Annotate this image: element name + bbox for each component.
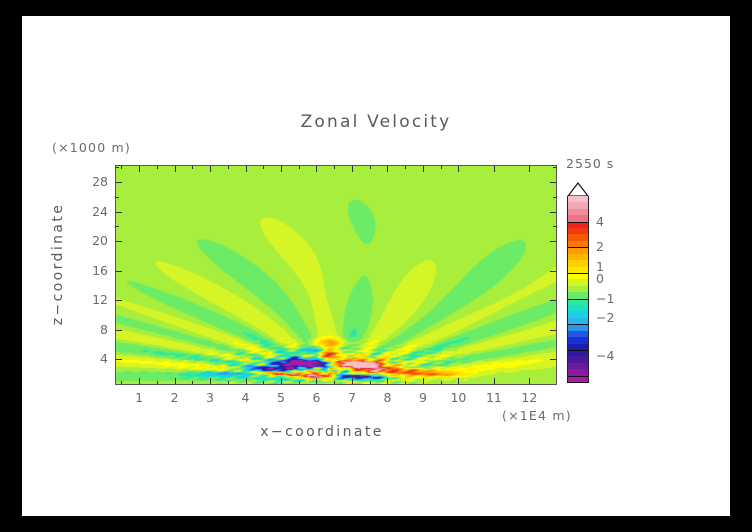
x-tick-label: 12	[521, 390, 538, 405]
colorbar-segment	[567, 234, 589, 242]
y-tick-label: 4	[100, 350, 108, 366]
colorbar-segment	[567, 305, 589, 313]
colorbar-segment	[567, 228, 589, 236]
colorbar-segment	[567, 272, 589, 280]
colorbar-segment	[567, 247, 589, 255]
y-tick-label: 8	[100, 321, 108, 337]
colorbar-label: 0	[596, 271, 604, 287]
colorbar-label: 2	[596, 239, 604, 255]
x-tick-label: 11	[485, 390, 502, 405]
colorbar-segment	[567, 356, 589, 364]
colorbar-segment	[567, 240, 589, 248]
colorbar	[567, 196, 589, 383]
colorbar-label: −2	[596, 309, 615, 325]
colorbar-segment	[567, 343, 589, 351]
y-tick-label: 20	[92, 233, 108, 249]
colorbar-label: −1	[596, 290, 615, 306]
colorbar-segment	[567, 324, 589, 332]
colorbar-segment	[567, 208, 589, 216]
colorbar-segment	[567, 260, 589, 268]
colorbar-segment	[567, 349, 589, 357]
colorbar-segment	[567, 221, 589, 229]
x-axis-unit-label: (×1E4 m)	[502, 408, 572, 423]
y-tick-label: 28	[92, 174, 108, 190]
x-tick-label: 3	[206, 390, 214, 405]
x-tick-label: 4	[241, 390, 250, 405]
x-tick-label: 8	[383, 390, 392, 405]
chart-title: Zonal Velocity	[300, 112, 452, 132]
colorbar-segment	[567, 215, 589, 223]
x-tick-label: 7	[347, 390, 356, 405]
x-axis-title: x−coordinate	[260, 424, 384, 440]
colorbar-segment	[567, 279, 589, 287]
colorbar-segment	[567, 311, 589, 319]
colorbar-top-arrow	[566, 182, 590, 197]
x-tick-label: 6	[312, 390, 321, 405]
timestamp-label: 2550 s	[566, 156, 615, 171]
colorbar-base-line	[567, 382, 589, 383]
colorbar-label: 4	[596, 213, 604, 229]
contour-plot-area	[115, 165, 557, 385]
x-tick-label: 1	[135, 390, 144, 405]
colorbar-segment	[567, 253, 589, 261]
colorbar-label: −4	[596, 348, 615, 364]
colorbar-segment	[567, 362, 589, 370]
colorbar-segment	[567, 337, 589, 345]
colorbar-segment	[567, 196, 589, 203]
colorbar-segment	[567, 202, 589, 210]
y-axis-unit-label: (×1000 m)	[52, 140, 131, 155]
y-tick-label: 12	[92, 292, 108, 308]
y-tick-label: 16	[92, 262, 108, 278]
y-tick-label: 24	[92, 203, 108, 219]
figure-canvas: Zonal Velocity (×1000 m) (×1E4 m) 2550 s…	[22, 16, 730, 516]
colorbar-segment	[567, 292, 589, 300]
x-tick-label: 9	[418, 390, 427, 405]
colorbar-segment	[567, 266, 589, 274]
x-tick-label: 2	[170, 390, 179, 405]
colorbar-segment	[567, 375, 589, 383]
colorbar-label: 1	[596, 258, 604, 274]
colorbar-segment	[567, 298, 589, 306]
colorbar-segment	[567, 285, 589, 293]
x-tick-label: 10	[450, 390, 467, 405]
colorbar-segment	[567, 330, 589, 338]
colorbar-segment	[567, 317, 589, 325]
y-axis-title: z−coordinate	[50, 202, 66, 326]
colorbar-segment	[567, 369, 589, 377]
x-tick-label: 5	[277, 390, 285, 405]
